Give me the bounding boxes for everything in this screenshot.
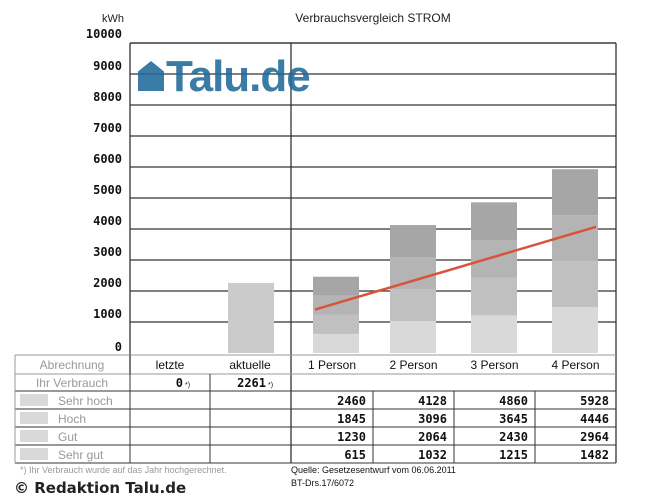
- category-label: 2 Person: [389, 358, 437, 372]
- bar-segment-sehr-gut: [552, 307, 598, 353]
- ihr-verbrauch-value: 2261: [237, 376, 266, 390]
- table-value: 1482: [580, 448, 609, 462]
- legend-swatch: [20, 430, 48, 442]
- y-tick-label: 9000: [93, 59, 122, 73]
- y-axis-unit: kWh: [102, 13, 124, 25]
- bar-segment-sehr-gut: [390, 321, 436, 353]
- bar-segment-sehr-hoch: [313, 276, 359, 296]
- source-line-2: BT-Drs.17/6072: [291, 478, 354, 488]
- table-value: 3096: [418, 412, 447, 426]
- bar-segment-sehr-hoch: [390, 225, 436, 258]
- bar-segment-hoch: [390, 257, 436, 290]
- chart-title: Verbrauchsvergleich STROM: [295, 11, 450, 25]
- bar-segment-sehr-hoch: [471, 202, 517, 241]
- legend-swatch: [20, 394, 48, 406]
- table-value: 4860: [499, 394, 528, 408]
- y-tick-label: 10000: [86, 27, 122, 41]
- bar-segment-sehr-hoch: [552, 169, 598, 216]
- y-tick-label: 5000: [93, 183, 122, 197]
- source-line-1: Quelle: Gesetzesentwurf vom 06.06.2011: [291, 465, 456, 475]
- y-tick-label: 7000: [93, 121, 122, 135]
- bar-aktuelle: [228, 282, 274, 353]
- bar-segment-gut: [390, 289, 436, 322]
- abrechnung-label: Abrechnung: [40, 358, 105, 372]
- table-value: 5928: [580, 394, 609, 408]
- ihr-verbrauch-value: 0: [176, 376, 183, 390]
- table-value: 1215: [499, 448, 528, 462]
- row-label: Gut: [58, 430, 78, 444]
- y-tick-label: 1000: [93, 307, 122, 321]
- legend-swatch: [20, 412, 48, 424]
- y-tick-label: 2000: [93, 276, 122, 290]
- table-value: 4446: [580, 412, 609, 426]
- table-value: 2964: [580, 430, 609, 444]
- table-value: 2430: [499, 430, 528, 444]
- table-value: 615: [344, 448, 366, 462]
- y-tick-label: 3000: [93, 245, 122, 259]
- row-label: Hoch: [58, 412, 86, 426]
- copyright: © Redaktion Talu.de: [14, 479, 187, 497]
- column-letzte: letzte: [156, 358, 185, 372]
- table-value: 1845: [337, 412, 366, 426]
- table-value: 1230: [337, 430, 366, 444]
- y-tick-label: 0: [115, 340, 122, 354]
- table-value: 1032: [418, 448, 447, 462]
- logo-text: Talu.de: [166, 52, 311, 101]
- y-tick-label: 6000: [93, 152, 122, 166]
- trend-line: [314, 225, 597, 311]
- y-tick-label: 4000: [93, 214, 122, 228]
- table-value: 3645: [499, 412, 528, 426]
- row-label: Sehr hoch: [58, 394, 113, 408]
- category-label: 3 Person: [470, 358, 518, 372]
- category-label: 1 Person: [308, 358, 356, 372]
- ihr-verbrauch-label: Ihr Verbrauch: [36, 376, 108, 390]
- bar-segment-gut: [313, 314, 359, 334]
- bar-segment-gut: [552, 261, 598, 308]
- category-label: 4 Person: [551, 358, 599, 372]
- row-label: Sehr gut: [58, 448, 104, 462]
- table-value: 2460: [337, 394, 366, 408]
- legend-swatch: [20, 448, 48, 460]
- table-value: 4128: [418, 394, 447, 408]
- bar-segment-sehr-gut: [471, 315, 517, 353]
- bar-segment-sehr-gut: [313, 333, 359, 353]
- bar-segment-gut: [471, 277, 517, 316]
- y-tick-label: 8000: [93, 90, 122, 104]
- house-icon: [138, 61, 164, 91]
- bar-segment-hoch: [471, 240, 517, 278]
- column-aktuelle: aktuelle: [229, 358, 271, 372]
- note-mark: *): [185, 382, 190, 389]
- footnote: *) Ihr Verbrauch wurde auf das Jahr hoch…: [20, 465, 227, 475]
- note-mark: *): [268, 382, 273, 389]
- talu-logo: Talu.de: [138, 52, 311, 102]
- table-value: 2064: [418, 430, 447, 444]
